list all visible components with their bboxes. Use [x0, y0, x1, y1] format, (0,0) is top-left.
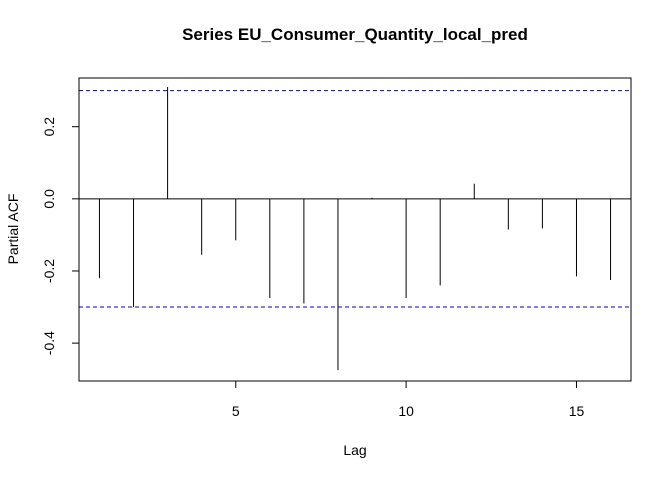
x-axis-label: Lag [343, 442, 366, 458]
y-axis: -0.4 -0.2 0.0 0.2 [41, 117, 80, 355]
chart-title: Series EU_Consumer_Quantity_local_pred [182, 25, 528, 44]
x-axis: 5 10 15 [232, 380, 585, 419]
y-axis-label: Partial ACF [5, 194, 21, 265]
x-tick-label: 5 [232, 403, 240, 419]
y-tick-label: 0.0 [41, 189, 57, 209]
y-tick-label: -0.4 [41, 331, 57, 355]
y-tick-label: -0.2 [41, 259, 57, 283]
plot-frame [78, 77, 632, 382]
x-tick-label: 15 [569, 403, 585, 419]
x-tick-label: 10 [398, 403, 414, 419]
plot-marks [79, 87, 631, 371]
y-tick-label: 0.2 [41, 117, 57, 137]
